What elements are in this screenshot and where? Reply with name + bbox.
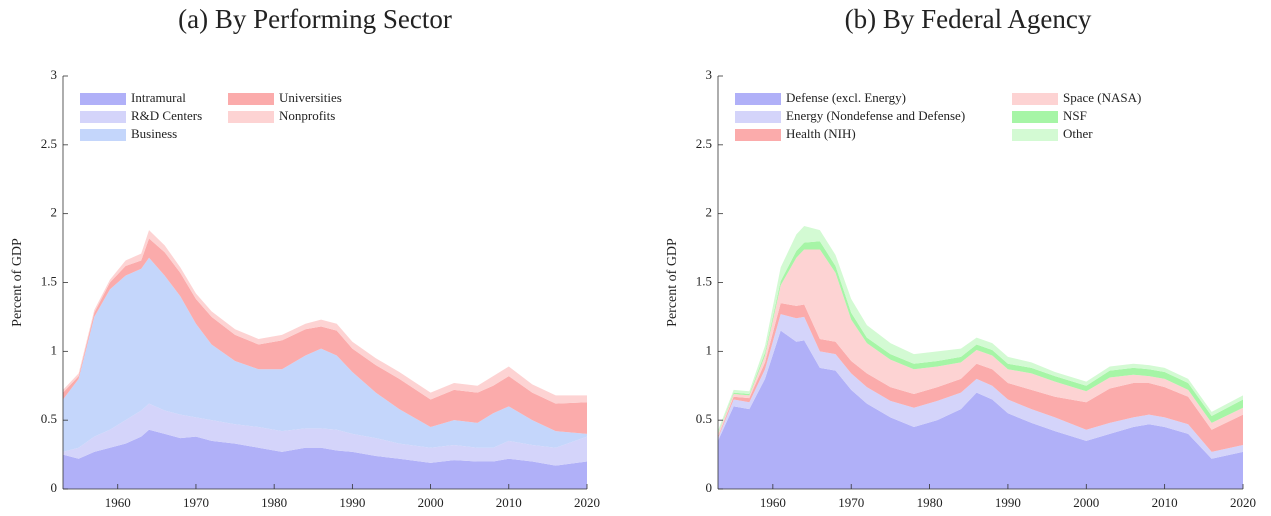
legend-swatch — [228, 93, 274, 105]
legend-swatch — [735, 111, 781, 123]
x-tick-label: 1960 — [105, 495, 131, 510]
chart-title: (a) By Performing Sector — [178, 4, 452, 34]
area — [718, 303, 1243, 452]
y-tick-label: 1.5 — [41, 273, 57, 288]
area — [63, 403, 587, 466]
y-tick-label: 2.5 — [41, 136, 57, 151]
y-tick-label: 2.5 — [696, 136, 712, 151]
y-tick-label: 1 — [51, 342, 58, 357]
chart-title: (b) By Federal Agency — [845, 4, 1092, 34]
y-tick-label: 0 — [51, 480, 58, 495]
legend-label: Defense (excl. Energy) — [786, 90, 906, 105]
x-tick-label: 2000 — [418, 495, 444, 510]
x-tick-label: 2000 — [1073, 495, 1099, 510]
area — [63, 257, 587, 452]
x-tick-label: 1980 — [917, 495, 943, 510]
y-tick-label: 1 — [706, 342, 713, 357]
y-tick-label: 2 — [51, 205, 58, 220]
x-tick-label: 2010 — [1152, 495, 1178, 510]
area — [63, 238, 587, 434]
legend-label: Universities — [279, 90, 342, 105]
legend-swatch — [80, 129, 126, 141]
y-tick-label: 0 — [706, 480, 713, 495]
legend-label: NSF — [1063, 108, 1087, 123]
y-tick-label: 3 — [51, 67, 58, 82]
legend-swatch — [80, 93, 126, 105]
legend-swatch — [228, 111, 274, 123]
x-tick-label: 2010 — [496, 495, 522, 510]
x-tick-label: 1990 — [339, 495, 365, 510]
y-axis-label: Percent of GDP — [10, 238, 25, 327]
area — [63, 230, 587, 404]
x-tick-label: 1970 — [838, 495, 864, 510]
legend-label: Energy (Nondefense and Defense) — [786, 108, 965, 123]
y-tick-label: 0.5 — [696, 411, 712, 426]
legend-swatch — [1012, 111, 1058, 123]
legend-label: Health (NIH) — [786, 126, 856, 141]
legend-label: Other — [1063, 126, 1093, 141]
y-tick-label: 2 — [706, 205, 713, 220]
legend-label: Intramural — [131, 90, 186, 105]
legend-label: Space (NASA) — [1063, 90, 1141, 105]
x-tick-label: 2020 — [1230, 495, 1256, 510]
area — [718, 314, 1243, 459]
area — [63, 429, 587, 489]
legend-label: Business — [131, 126, 177, 141]
legend-swatch — [1012, 129, 1058, 141]
area — [718, 330, 1243, 489]
x-tick-label: 1990 — [995, 495, 1021, 510]
y-tick-label: 3 — [706, 67, 713, 82]
x-tick-label: 1970 — [183, 495, 209, 510]
legend-label: R&D Centers — [131, 108, 202, 123]
legend-swatch — [80, 111, 126, 123]
legend-swatch — [1012, 93, 1058, 105]
x-tick-label: 2020 — [574, 495, 600, 510]
y-tick-label: 0.5 — [41, 411, 57, 426]
legend-label: Nonprofits — [279, 108, 335, 123]
legend-swatch — [735, 93, 781, 105]
x-tick-label: 1980 — [261, 495, 287, 510]
y-axis-label: Percent of GDP — [665, 238, 680, 327]
legend-swatch — [735, 129, 781, 141]
x-tick-label: 1960 — [760, 495, 786, 510]
y-tick-label: 1.5 — [696, 273, 712, 288]
